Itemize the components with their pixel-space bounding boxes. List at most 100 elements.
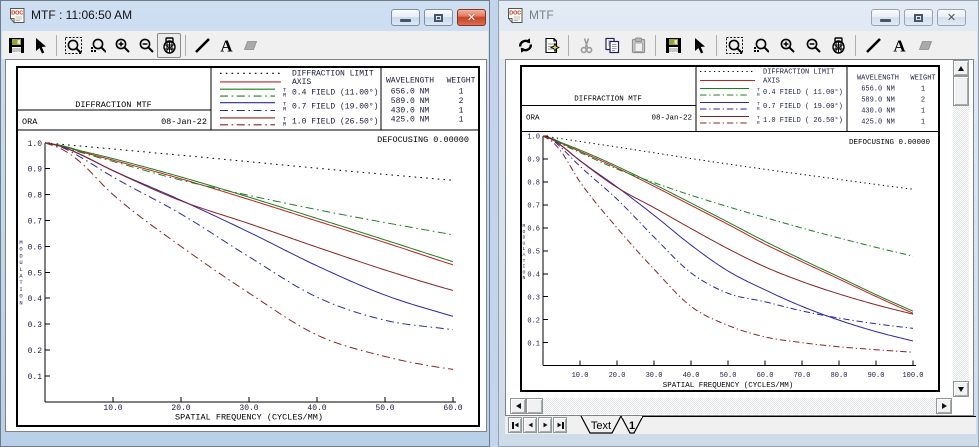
eraser-button[interactable]: [912, 33, 938, 58]
tangential-marker: T: [283, 101, 287, 108]
zoom-box-button[interactable]: [61, 33, 85, 58]
zoom-previous-icon: [752, 37, 769, 54]
tangential-marker: T: [283, 87, 287, 94]
maximize-button[interactable]: [424, 9, 453, 26]
cut-button[interactable]: [573, 33, 599, 58]
next-tab-button[interactable]: [538, 417, 552, 433]
wavelength-value: 430.0 NM: [861, 108, 895, 116]
select-arrow-button[interactable]: [28, 33, 52, 58]
refresh-button[interactable]: [512, 33, 538, 58]
zoom-in-button[interactable]: [109, 33, 133, 58]
hscroll-thumb[interactable]: [526, 398, 543, 414]
scroll-up-button[interactable]: [953, 60, 969, 76]
copy-button[interactable]: [599, 33, 625, 58]
page-setup-button[interactable]: [538, 33, 564, 58]
minimize-icon: [880, 19, 891, 22]
select-arrow-button[interactable]: [686, 33, 712, 58]
curve-0.7-field-radial: [542, 135, 914, 329]
curve-0.4-field-radial: [44, 142, 454, 236]
scroll-down-button[interactable]: [953, 381, 969, 397]
horizontal-scrollbar[interactable]: [510, 398, 952, 414]
minimize-button[interactable]: [871, 9, 900, 26]
y-tick-label: 0.9: [28, 166, 43, 175]
zoom-previous-button[interactable]: [85, 33, 109, 58]
text-tool-button[interactable]: [886, 33, 912, 58]
wavelength-value: 656.0 NM: [391, 88, 430, 97]
first-tab-button[interactable]: [508, 417, 522, 433]
line-tool-icon: [194, 37, 210, 53]
fit-view-button[interactable]: [825, 33, 851, 58]
weight-value: 2: [459, 97, 464, 106]
close-button[interactable]: ✕: [457, 9, 486, 26]
line-tool-button[interactable]: [860, 33, 886, 58]
svg-text:WEIGHT: WEIGHT: [447, 77, 476, 86]
close-icon: ✕: [466, 11, 477, 24]
toolbar-separator: [855, 34, 856, 56]
eraser-button[interactable]: [238, 33, 262, 58]
weight-value: 1: [459, 116, 464, 125]
arrow-up-icon: [958, 65, 964, 71]
maximize-button[interactable]: [904, 9, 933, 26]
legend-label: 0.7 FIELD ( 19.00°): [763, 102, 843, 111]
scroll-left-button[interactable]: [510, 398, 526, 414]
x-tick-label: 60.0: [443, 404, 462, 413]
zoom-previous-button[interactable]: [747, 33, 773, 58]
x-tick-label: 10.0: [103, 404, 122, 413]
arrow-previous-icon: [528, 422, 532, 428]
x-tick-label: 40.0: [307, 404, 326, 413]
text-tool-button[interactable]: [214, 33, 238, 58]
last-tab-button[interactable]: [553, 417, 567, 433]
scroll-right-button[interactable]: [936, 398, 952, 414]
x-tick-label: 30.0: [646, 372, 663, 380]
line-tool-button[interactable]: [190, 33, 214, 58]
vertical-scrollbar[interactable]: [953, 60, 969, 397]
arrow-down-icon: [958, 386, 964, 392]
zoom-in-button[interactable]: [773, 33, 799, 58]
zoom-previous-icon: [89, 37, 106, 54]
legend-label: 0.4 FIELD (11.00°): [292, 89, 378, 98]
mtf-window-right: MTF ✕ DIFFRACTION MTF ORA 08-Jan-22 DIFFRAC…: [498, 0, 979, 447]
x-axis-label: SPATIAL FREQUENCY (CYCLES/MM): [175, 413, 323, 423]
y-tick-label: 1.0: [28, 140, 43, 149]
titlebar-right[interactable]: MTF ✕: [499, 1, 978, 31]
copy-icon: [604, 37, 619, 53]
tab-text[interactable]: Text: [580, 416, 622, 434]
zoom-out-button[interactable]: [133, 33, 157, 58]
titlebar-left[interactable]: MTF : 11:06:50 AM ✕: [1, 1, 489, 31]
zoom-out-button[interactable]: [799, 33, 825, 58]
minimize-button[interactable]: [391, 9, 420, 26]
y-tick-label: 0.9: [527, 157, 540, 165]
previous-tab-button[interactable]: [523, 417, 537, 433]
plot-page-right[interactable]: DIFFRACTION MTF ORA 08-Jan-22 DIFFRACTION L…: [520, 65, 940, 392]
vscroll-thumb[interactable]: [953, 76, 969, 106]
paste-button[interactable]: [625, 33, 651, 58]
save-button[interactable]: [660, 33, 686, 58]
text-tool-icon: [892, 36, 906, 54]
close-button[interactable]: ✕: [937, 9, 966, 26]
plot-page-left[interactable]: DIFFRACTION MTF ORA 08-Jan-22 DIFFRACTION L…: [16, 66, 480, 427]
weight-value: 1: [921, 119, 925, 127]
tab-1[interactable]: 1: [620, 416, 644, 434]
x-tick-label: 60.0: [757, 372, 774, 380]
curve-0.4-field-radial: [542, 135, 914, 257]
x-tick-label: 50.0: [720, 372, 737, 380]
save-button[interactable]: [4, 33, 28, 58]
eraser-icon: [243, 40, 257, 50]
y-tick-label: 1.0: [527, 134, 540, 142]
fit-view-icon: [831, 36, 845, 54]
refresh-icon: [518, 36, 532, 54]
fit-view-button[interactable]: [157, 32, 181, 58]
save-icon: [8, 37, 24, 53]
hscroll-track[interactable]: [510, 398, 952, 414]
zoom-box-button[interactable]: [721, 33, 747, 58]
sheet-tabs[interactable]: Text 1: [505, 416, 976, 434]
legend-label: 1.0 FIELD (26.50°): [292, 117, 378, 126]
save-icon: [665, 37, 681, 53]
close-icon: ✕: [946, 11, 957, 24]
weight-value: 1: [459, 88, 464, 97]
vscroll-track[interactable]: [953, 60, 969, 397]
y-tick-label: 0.8: [527, 180, 540, 188]
